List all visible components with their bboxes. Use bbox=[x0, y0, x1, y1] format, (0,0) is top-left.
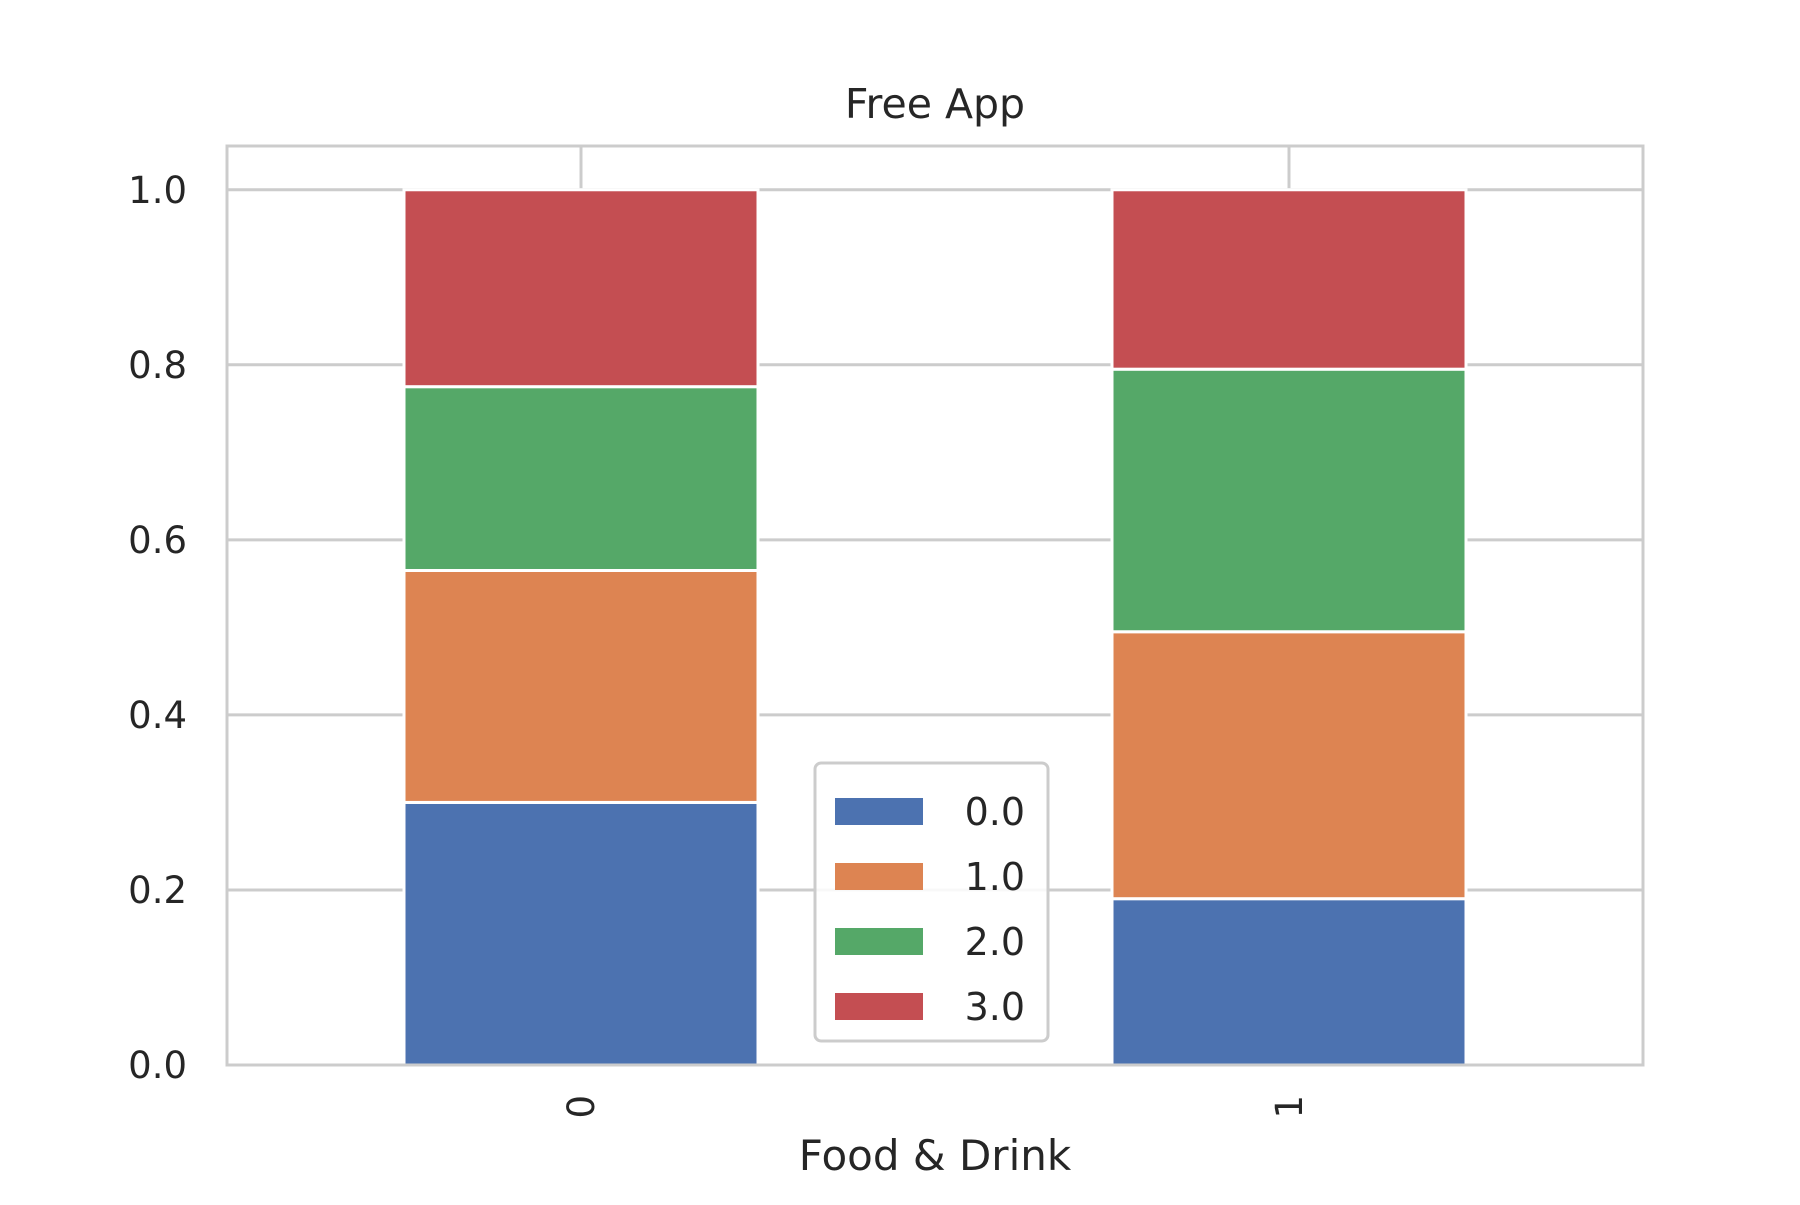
y-tick-label: 0.6 bbox=[128, 519, 187, 562]
legend: 0.0 1.0 2.0 3.0 bbox=[813, 761, 1050, 1043]
chart-title: Free App bbox=[845, 80, 1025, 128]
bar-segment bbox=[1110, 630, 1468, 901]
legend-swatch bbox=[835, 993, 923, 1020]
bar-segment bbox=[1110, 188, 1468, 371]
x-tick-label: 0 bbox=[560, 1095, 603, 1119]
legend-label: 0.0 bbox=[965, 790, 1025, 834]
legend-box bbox=[813, 761, 1050, 1043]
y-tick-label: 1.0 bbox=[128, 169, 187, 212]
bar-segment bbox=[1110, 367, 1468, 634]
y-tick-label: 0.8 bbox=[128, 344, 187, 387]
axes-frame bbox=[225, 144, 1645, 1067]
y-tick-label: 0.4 bbox=[128, 694, 187, 737]
y-tick-label: 0.0 bbox=[128, 1044, 187, 1087]
bars bbox=[402, 188, 1468, 1067]
bar-segment bbox=[402, 568, 760, 804]
bar-segment bbox=[402, 800, 760, 1067]
bar-segment bbox=[1110, 897, 1468, 1067]
tick-labels: 0.0 0.2 0.4 0.6 0.8 1.0 0 1 bbox=[128, 169, 1311, 1119]
y-tick-label: 0.2 bbox=[128, 869, 187, 912]
bar-segment bbox=[402, 385, 760, 572]
x-tick-label: 1 bbox=[1268, 1095, 1311, 1119]
legend-label: 3.0 bbox=[965, 985, 1025, 1029]
legend-swatch bbox=[835, 798, 923, 825]
legend-label: 1.0 bbox=[965, 855, 1025, 899]
legend-swatch bbox=[835, 928, 923, 955]
x-axis-label: Food & Drink bbox=[799, 1131, 1072, 1180]
bar-segment bbox=[402, 188, 760, 389]
legend-label: 2.0 bbox=[965, 920, 1025, 964]
legend-swatch bbox=[835, 863, 923, 890]
